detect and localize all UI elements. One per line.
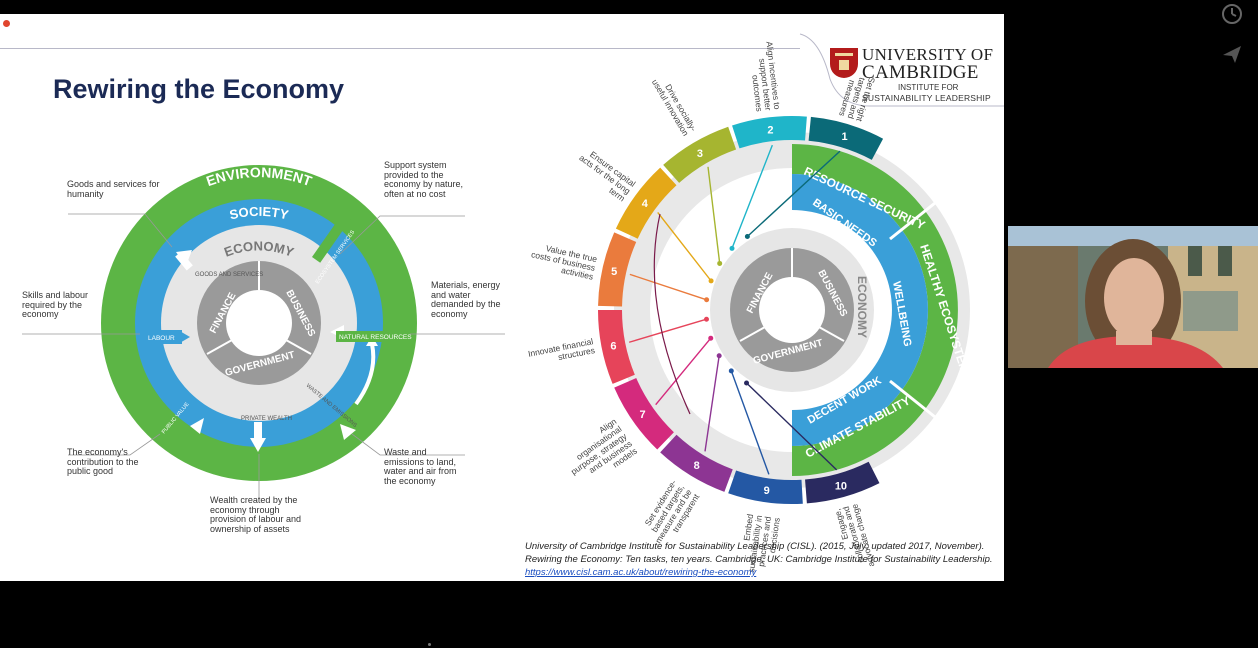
task-arrow-3	[707, 166, 721, 264]
citation-line-2: Rewiring the Economy: Ten tasks, ten yea…	[525, 554, 993, 565]
economy-label: ECONOMY	[222, 238, 296, 259]
task-arrow-6	[628, 318, 707, 343]
task-segment-4	[615, 167, 677, 239]
task-number-2: 2	[767, 124, 773, 136]
society-label: SOCIETY	[228, 204, 290, 223]
task-arrow-head-2	[729, 245, 735, 251]
task-arrow-1	[746, 150, 841, 237]
labour-flow: LABOUR	[148, 335, 175, 342]
task-arrow-9	[730, 370, 770, 475]
task-arrow-head-7	[708, 335, 714, 341]
citation: University of Cambridge Institute for Su…	[525, 540, 995, 579]
callout-contribution: The economy's contribution to the public…	[67, 447, 139, 476]
recording-indicator	[3, 20, 10, 27]
header-curve	[799, 33, 1004, 107]
task-segment-9	[728, 470, 803, 504]
left-doughnut-diagram: ENVIRONMENT SOCIETY ECONOMY FINANCE BUSI…	[22, 164, 505, 500]
right-economy-label: ECONOMY	[855, 276, 869, 338]
citation-link[interactable]: https://www.cisl.cam.ac.uk/about/rewirin…	[525, 567, 757, 578]
task-segment-6	[598, 310, 635, 384]
task-number-3: 3	[697, 148, 703, 160]
task-segment-2	[732, 116, 807, 149]
task-arrow-head-1	[744, 233, 750, 239]
video-frame	[1008, 226, 1258, 368]
task-arrow-head-3	[717, 260, 723, 266]
presentation-slide: Rewiring the Economy UNIVERSITY OF CAMBR…	[0, 14, 1004, 581]
callout-waste: Waste and emissions to land, water and a…	[384, 447, 457, 486]
header-divider	[0, 48, 800, 49]
task-arrow-4	[657, 211, 712, 282]
logo-line-3: INSTITUTE FOR	[898, 83, 959, 92]
task-segment-8	[660, 434, 733, 492]
goods-services-flow: GOODS AND SERVICES	[195, 272, 263, 278]
send-icon[interactable]	[1218, 40, 1246, 68]
task-arrow-head-9	[728, 368, 734, 374]
task-arrow-8	[704, 355, 720, 452]
diagram-canvas: ENVIRONMENT SOCIETY ECONOMY FINANCE BUSI…	[22, 33, 1004, 504]
task-number-9: 9	[764, 485, 770, 497]
task-arrow-head-6	[703, 316, 709, 322]
task-number-10: 10	[835, 480, 847, 492]
task-segment-7	[614, 378, 674, 450]
bottom-indicator-dot	[428, 643, 431, 646]
task-number-7: 7	[639, 409, 645, 421]
task-arrow-5	[629, 273, 707, 301]
task-arrow-head-8	[716, 353, 722, 359]
task-arrow-2	[731, 144, 773, 249]
task-arrow-7	[655, 337, 712, 406]
task-arrow-head-5	[704, 297, 710, 303]
task-segment-10	[805, 461, 880, 504]
inner-society-ring	[792, 174, 928, 446]
citation-line-1: University of Cambridge Institute for Su…	[525, 541, 985, 552]
slide-title: Rewiring the Economy	[53, 74, 345, 104]
task-segment-3	[663, 126, 737, 183]
task-number-4: 4	[642, 198, 649, 210]
task-segments: 1 2 3 4 5 6 7 8 9 10	[598, 116, 884, 504]
task-segment-1	[808, 116, 884, 160]
participant-video[interactable]	[1008, 226, 1258, 368]
callout-support-system: Support system provided to the economy b…	[384, 160, 464, 199]
right-ten-tasks-diagram: FINANCE BUSINESS GOVERNMENT ECONOMY RESO…	[598, 116, 974, 504]
natural-resources-flow: NATURAL RESOURCES	[339, 334, 412, 341]
task-segment-5	[598, 232, 637, 307]
task-number-6: 6	[610, 340, 616, 352]
private-wealth-flow: PRIVATE WEALTH	[241, 416, 292, 422]
callout-skills: Skills and labour required by the econom…	[22, 290, 89, 319]
cambridge-logo: UNIVERSITY OF CAMBRIDGE INSTITUTE FOR SU…	[828, 45, 993, 107]
callout-materials: Materials, energy and water demanded by …	[431, 280, 501, 319]
task-number-8: 8	[694, 460, 700, 472]
crest-icon	[830, 48, 858, 78]
task-arrow-10	[746, 382, 838, 471]
task-arrow-head-10	[744, 380, 750, 386]
task-number-5: 5	[611, 266, 617, 278]
logo-line-4: SUSTAINABILITY LEADERSHIP	[862, 93, 991, 103]
logo-line-1: UNIVERSITY OF	[862, 45, 994, 64]
logo-line-2: CAMBRIDGE	[862, 62, 979, 83]
core-hole	[226, 290, 292, 356]
task-arrow-head-4	[708, 278, 714, 284]
task-number-1: 1	[842, 131, 848, 143]
callout-wealth: Wealth created by the economy through pr…	[210, 495, 302, 534]
callout-goods-services: Goods and services for humanity	[67, 179, 160, 199]
outer-planet-ring	[792, 144, 958, 476]
clock-icon[interactable]	[1218, 0, 1246, 28]
